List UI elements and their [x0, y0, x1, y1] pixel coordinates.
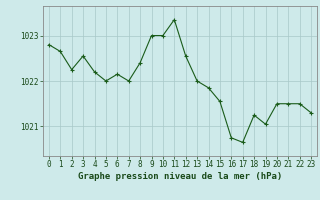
X-axis label: Graphe pression niveau de la mer (hPa): Graphe pression niveau de la mer (hPa)	[78, 172, 282, 181]
